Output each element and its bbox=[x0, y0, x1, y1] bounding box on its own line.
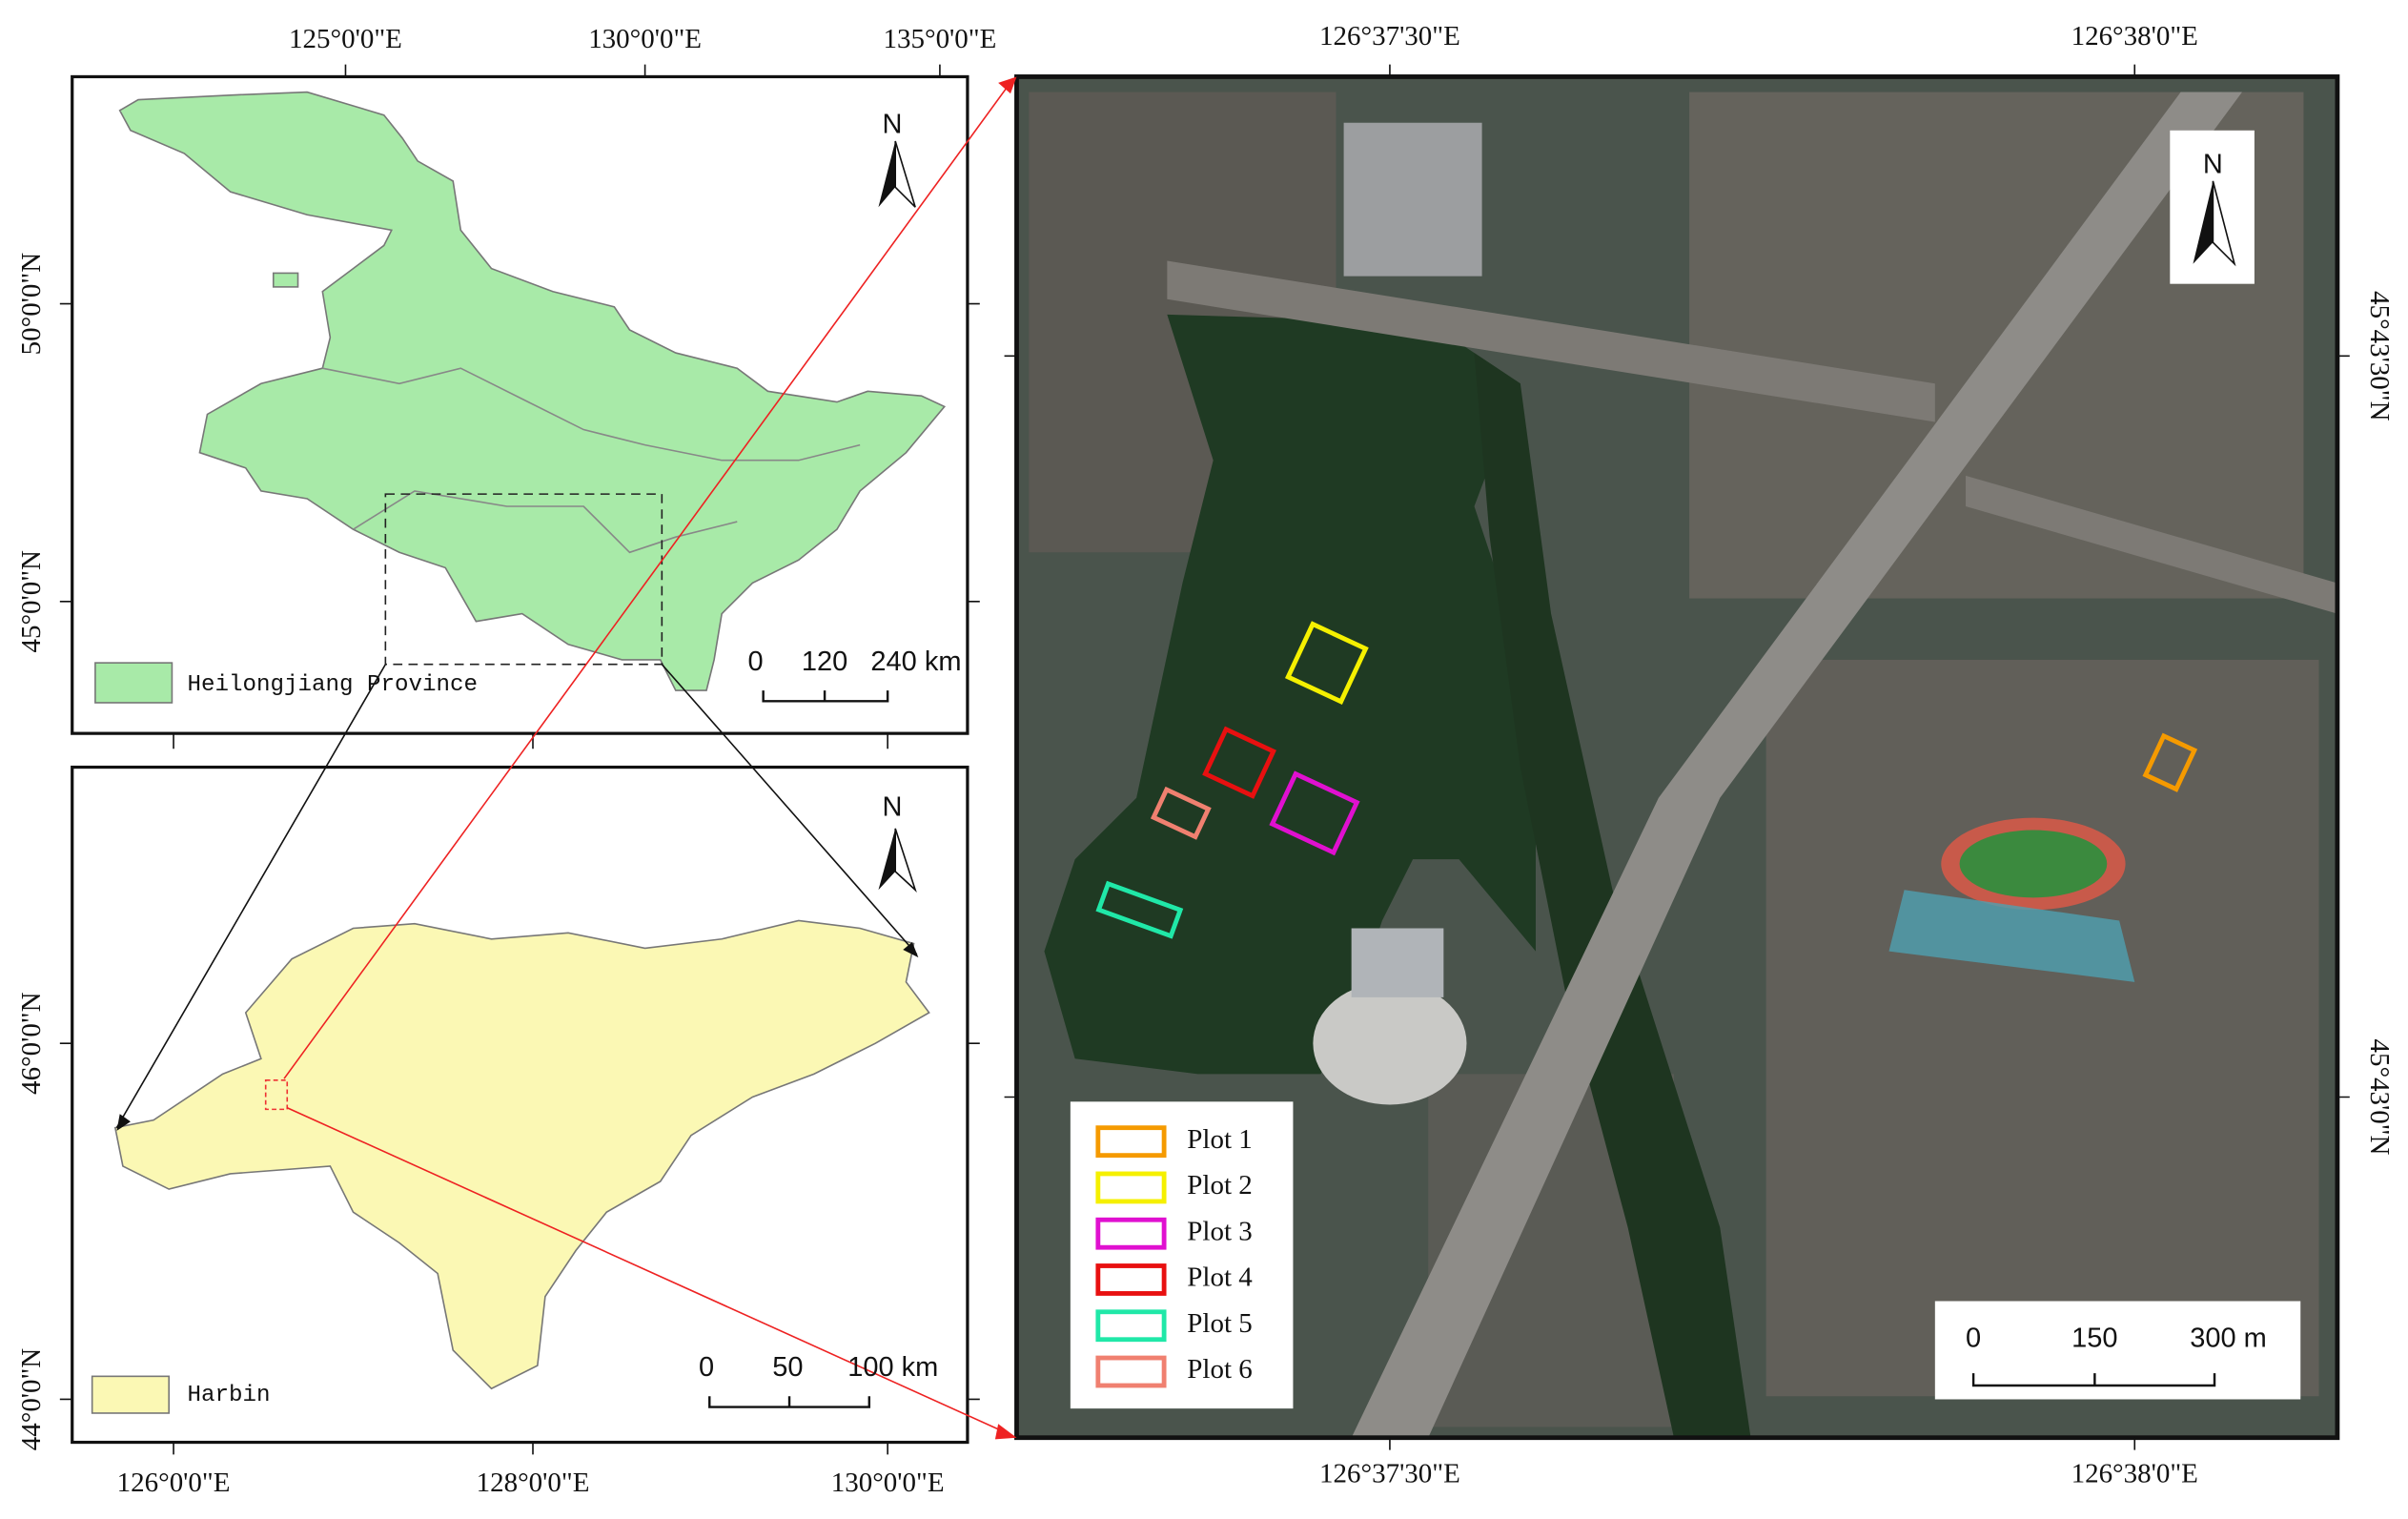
plot-outline bbox=[2142, 732, 2198, 792]
connectors bbox=[115, 76, 1017, 1440]
latitude-label: 50°0'0"N bbox=[16, 253, 47, 356]
scale-label: 150 bbox=[2071, 1323, 2117, 1353]
district-borders bbox=[322, 367, 861, 462]
scale-label: 300 m bbox=[2190, 1323, 2267, 1353]
scale-box bbox=[1934, 1301, 2301, 1400]
legend-swatch bbox=[94, 662, 173, 704]
plot-outline bbox=[1269, 770, 1360, 856]
north-arrow bbox=[894, 828, 917, 893]
scale-label: 50 bbox=[772, 1352, 803, 1383]
legend-swatch bbox=[1095, 1217, 1167, 1250]
north-arrow bbox=[878, 828, 896, 891]
north-arrow bbox=[2212, 180, 2236, 267]
legend-swatch bbox=[1095, 1171, 1167, 1204]
scale-bar bbox=[1971, 1373, 2216, 1387]
legend-label: Plot 6 bbox=[1187, 1354, 1252, 1385]
legend-swatch bbox=[1095, 1309, 1167, 1343]
harbin-shape bbox=[113, 919, 930, 1390]
arena-roof bbox=[1351, 928, 1444, 997]
legend-label: Heilongjiang Province bbox=[188, 672, 478, 698]
road bbox=[1966, 475, 2337, 614]
legend-swatch bbox=[1095, 1355, 1167, 1388]
north-label: N bbox=[883, 792, 903, 823]
satellite-frame bbox=[1014, 74, 2340, 1441]
graticule-ticks bbox=[1004, 64, 2350, 1450]
north-label: N bbox=[883, 110, 903, 140]
scale-label: 120 bbox=[802, 647, 847, 677]
legend-swatch bbox=[91, 1375, 171, 1414]
latitude-label: 44°0'0"N bbox=[16, 1348, 47, 1451]
graticule-ticks bbox=[59, 64, 980, 749]
longitude-label: 126°37'30"E bbox=[1319, 21, 1460, 51]
graticule-ticks bbox=[59, 1042, 980, 1455]
arena bbox=[1313, 981, 1467, 1105]
legend-swatch bbox=[1095, 1125, 1167, 1159]
harbin-extent bbox=[384, 493, 663, 666]
longitude-label: 130°0'0"E bbox=[831, 1468, 945, 1498]
plot-boxes bbox=[1095, 621, 2198, 939]
legend-label: Plot 3 bbox=[1187, 1216, 1252, 1246]
longitude-label: 128°0'0"E bbox=[477, 1468, 590, 1498]
plot-outline bbox=[1202, 726, 1276, 799]
longitude-label: 126°37'30"E bbox=[1319, 1459, 1460, 1489]
latitude-label: 46°0'0"N bbox=[16, 992, 47, 1095]
legend-box bbox=[1070, 1101, 1294, 1409]
scale-label: 0 bbox=[748, 647, 764, 677]
province-shape bbox=[118, 91, 947, 691]
island bbox=[272, 272, 299, 288]
forest bbox=[1044, 314, 1536, 1075]
plot-outline bbox=[1150, 786, 1212, 840]
legend-label: Plot 1 bbox=[1187, 1124, 1252, 1155]
legend-label: Plot 4 bbox=[1187, 1262, 1253, 1293]
north-label: N bbox=[2203, 149, 2223, 179]
longitude-label: 130°0'0"E bbox=[588, 24, 702, 54]
longitude-label: 126°38'0"E bbox=[2071, 21, 2198, 51]
plot-outline bbox=[1284, 621, 1369, 705]
expressway bbox=[1351, 92, 2243, 1438]
scale-label: 100 km bbox=[847, 1352, 938, 1383]
road bbox=[1167, 260, 1935, 422]
latitude-label: 45°43'0"N bbox=[2364, 1039, 2395, 1156]
legend-swatch bbox=[1095, 1263, 1167, 1296]
scale-bar bbox=[708, 1396, 871, 1408]
scale-bar bbox=[762, 690, 889, 703]
latitude-label: 45°43'30"N bbox=[2364, 291, 2395, 421]
scale-label: 0 bbox=[1966, 1323, 1981, 1353]
longitude-label: 125°0'0"E bbox=[289, 24, 402, 54]
legend-label: Plot 2 bbox=[1187, 1170, 1252, 1201]
district-borders bbox=[353, 490, 738, 554]
building bbox=[1343, 122, 1482, 277]
longitude-label: 135°0'0"E bbox=[884, 24, 997, 54]
scale-label: 0 bbox=[699, 1352, 714, 1383]
plot-outline bbox=[1095, 880, 1184, 939]
scale-label: 240 km bbox=[870, 647, 961, 677]
north-arrow bbox=[2193, 180, 2214, 264]
legend-label: Harbin bbox=[188, 1383, 271, 1408]
longitude-label: 126°38'0"E bbox=[2071, 1459, 2198, 1489]
longitude-label: 126°0'0"E bbox=[117, 1468, 231, 1498]
latitude-label: 45°0'0"N bbox=[16, 550, 47, 653]
north-arrow bbox=[878, 141, 896, 208]
north-arrow bbox=[894, 140, 916, 208]
study-extent bbox=[264, 1078, 289, 1111]
legend-label: Plot 5 bbox=[1187, 1308, 1252, 1339]
stadium-field bbox=[1959, 830, 2108, 898]
